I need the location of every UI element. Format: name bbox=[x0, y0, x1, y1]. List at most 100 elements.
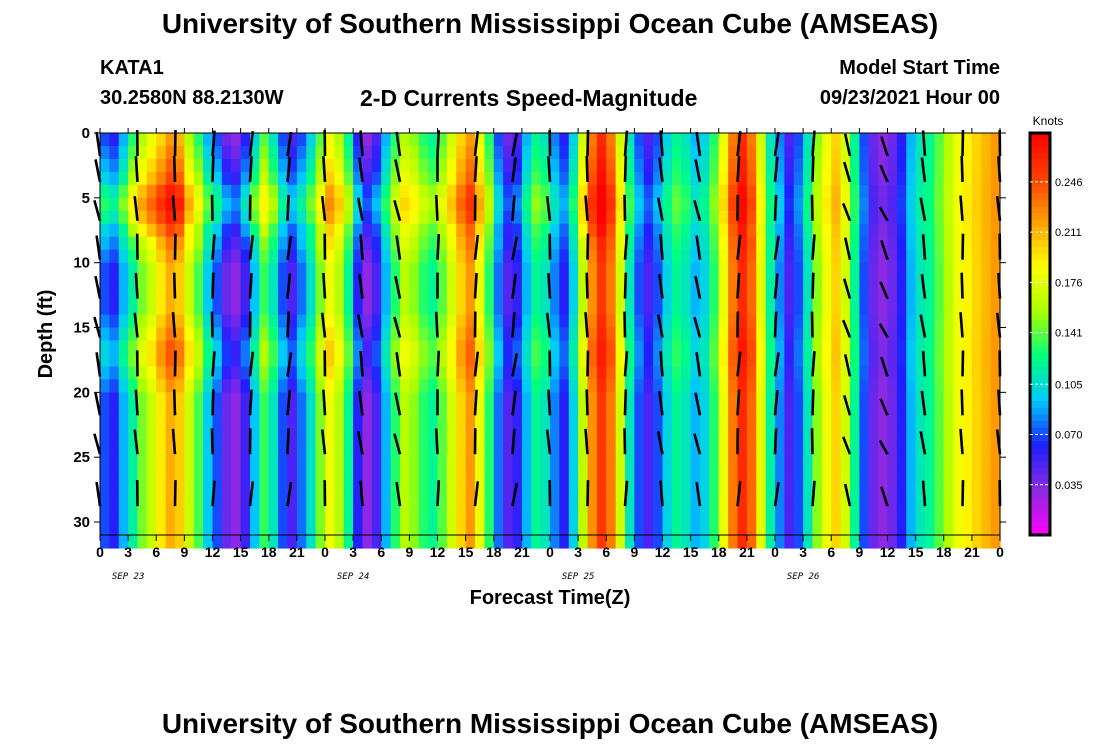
heatmap-cell bbox=[812, 405, 823, 419]
heatmap-cell bbox=[662, 457, 673, 471]
heatmap-cell bbox=[681, 535, 692, 549]
heatmap-cell bbox=[850, 210, 860, 225]
colorbar-segment bbox=[1030, 179, 1050, 188]
current-vector bbox=[286, 311, 290, 338]
x-tick-label: 15 bbox=[683, 544, 699, 560]
heatmap-cell bbox=[775, 301, 785, 316]
heatmap-cell bbox=[465, 366, 476, 380]
current-vector bbox=[545, 312, 552, 338]
heatmap-cell bbox=[456, 366, 467, 380]
heatmap-cell bbox=[812, 275, 823, 290]
heatmap-cell bbox=[278, 171, 289, 186]
heatmap-cell bbox=[700, 483, 710, 497]
heatmap-cell bbox=[850, 353, 860, 368]
heatmap-cell bbox=[737, 197, 748, 212]
heatmap-cell bbox=[587, 236, 598, 251]
heatmap-cell bbox=[568, 223, 579, 238]
heatmap-cell bbox=[362, 353, 373, 368]
heatmap-cell bbox=[540, 444, 551, 458]
heatmap-cell bbox=[268, 301, 279, 316]
heatmap-cell bbox=[625, 314, 635, 329]
heatmap-cell bbox=[859, 133, 870, 147]
heatmap-cell bbox=[643, 210, 654, 225]
heatmap-cell bbox=[184, 405, 195, 419]
heatmap-cell bbox=[625, 197, 635, 212]
heatmap-cell bbox=[728, 314, 739, 329]
current-vector bbox=[511, 132, 519, 157]
heatmap-cell bbox=[465, 184, 476, 199]
heatmap-cell bbox=[268, 184, 279, 199]
heatmap-cell bbox=[671, 418, 682, 432]
heatmap-cell bbox=[118, 327, 129, 342]
heatmap-cell bbox=[390, 366, 401, 380]
heatmap-cell bbox=[100, 392, 110, 406]
heatmap-cell bbox=[381, 184, 392, 199]
heatmap-cell bbox=[578, 145, 589, 160]
heatmap-cell bbox=[325, 301, 335, 316]
heatmap-cell bbox=[896, 314, 907, 329]
heatmap-cell bbox=[915, 236, 926, 251]
heatmap-cell bbox=[221, 353, 232, 368]
heatmap-cell bbox=[587, 496, 598, 510]
heatmap-cell bbox=[418, 158, 429, 173]
heatmap-cell bbox=[850, 535, 860, 549]
heatmap-cell bbox=[915, 223, 926, 238]
heatmap-cell bbox=[221, 314, 232, 329]
heatmap-cell bbox=[662, 366, 673, 380]
heatmap-cell bbox=[362, 158, 373, 173]
heatmap-cell bbox=[962, 418, 973, 432]
heatmap-cell bbox=[775, 509, 785, 523]
heatmap-cell bbox=[971, 522, 982, 536]
heatmap-cell bbox=[428, 236, 439, 251]
current-vector bbox=[736, 156, 741, 182]
heatmap-cell bbox=[128, 379, 139, 393]
heatmap-cell bbox=[625, 431, 635, 445]
heatmap-cell bbox=[325, 314, 335, 329]
heatmap-cell bbox=[896, 340, 907, 355]
heatmap-cell bbox=[606, 379, 617, 393]
heatmap-cell bbox=[315, 353, 326, 368]
heatmap-cell bbox=[990, 392, 1001, 406]
heatmap-cell bbox=[259, 249, 270, 264]
heatmap-cell bbox=[700, 431, 710, 445]
heatmap-cell bbox=[606, 535, 617, 549]
heatmap-cell bbox=[765, 379, 776, 393]
heatmap-cell bbox=[700, 496, 710, 510]
heatmap-cell bbox=[803, 483, 814, 497]
heatmap-cell bbox=[146, 288, 157, 303]
x-tick-label: 12 bbox=[205, 544, 221, 560]
heatmap-cell bbox=[531, 262, 542, 277]
heatmap-cell bbox=[400, 405, 410, 419]
heatmap-cell bbox=[587, 379, 598, 393]
heatmap-cell bbox=[268, 288, 279, 303]
heatmap-cell bbox=[737, 249, 748, 264]
heatmap-cell bbox=[728, 366, 739, 380]
heatmap-cell bbox=[512, 340, 523, 355]
heatmap-cell bbox=[587, 301, 598, 316]
colorbar-segment bbox=[1030, 414, 1050, 422]
heatmap-cell bbox=[878, 379, 889, 393]
heatmap-cell bbox=[559, 366, 570, 380]
current-vector bbox=[810, 311, 814, 338]
heatmap-cell bbox=[690, 340, 701, 355]
heatmap-cell bbox=[756, 444, 767, 458]
heatmap-cell bbox=[362, 496, 373, 510]
heatmap-cell bbox=[437, 223, 448, 238]
heatmap-cell bbox=[493, 133, 504, 147]
current-vector bbox=[658, 274, 664, 299]
heatmap-cell bbox=[821, 340, 832, 355]
heatmap-cell bbox=[821, 379, 832, 393]
heatmap-cell bbox=[859, 392, 870, 406]
heatmap-cell bbox=[315, 249, 326, 264]
heatmap-cell bbox=[653, 249, 664, 264]
heatmap-cell bbox=[971, 210, 982, 225]
heatmap-cell bbox=[100, 197, 110, 212]
current-vector bbox=[586, 129, 590, 157]
heatmap-cell bbox=[887, 288, 898, 303]
heatmap-cell bbox=[334, 444, 345, 458]
heatmap-cell bbox=[850, 496, 860, 510]
heatmap-cell bbox=[212, 236, 223, 251]
heatmap-cell bbox=[531, 314, 542, 329]
heatmap-cell bbox=[953, 236, 964, 251]
heatmap-cell bbox=[934, 262, 945, 277]
